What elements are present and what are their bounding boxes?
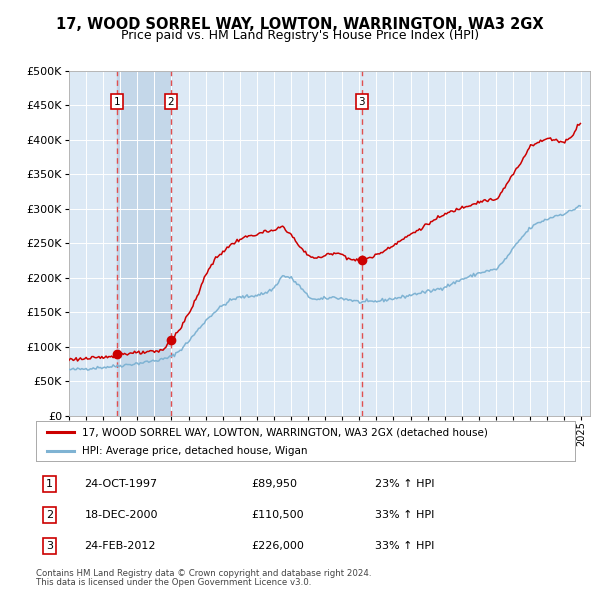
Text: 33% ↑ HPI: 33% ↑ HPI — [376, 510, 435, 520]
Text: 2: 2 — [46, 510, 53, 520]
Text: £110,500: £110,500 — [251, 510, 304, 520]
Text: HPI: Average price, detached house, Wigan: HPI: Average price, detached house, Wiga… — [82, 445, 307, 455]
Text: Contains HM Land Registry data © Crown copyright and database right 2024.: Contains HM Land Registry data © Crown c… — [36, 569, 371, 578]
Text: 23% ↑ HPI: 23% ↑ HPI — [376, 478, 435, 489]
Text: 18-DEC-2000: 18-DEC-2000 — [85, 510, 158, 520]
Text: 33% ↑ HPI: 33% ↑ HPI — [376, 541, 435, 551]
Text: 1: 1 — [113, 97, 120, 107]
Text: 3: 3 — [358, 97, 365, 107]
Text: This data is licensed under the Open Government Licence v3.0.: This data is licensed under the Open Gov… — [36, 578, 311, 587]
Text: £226,000: £226,000 — [251, 541, 304, 551]
Text: 2: 2 — [167, 97, 174, 107]
Text: 1: 1 — [46, 478, 53, 489]
Text: 17, WOOD SORREL WAY, LOWTON, WARRINGTON, WA3 2GX (detached house): 17, WOOD SORREL WAY, LOWTON, WARRINGTON,… — [82, 427, 488, 437]
Text: 3: 3 — [46, 541, 53, 551]
Text: £89,950: £89,950 — [251, 478, 298, 489]
Text: Price paid vs. HM Land Registry's House Price Index (HPI): Price paid vs. HM Land Registry's House … — [121, 29, 479, 42]
Bar — [117, 71, 171, 416]
Text: 24-FEB-2012: 24-FEB-2012 — [85, 541, 156, 551]
Text: 24-OCT-1997: 24-OCT-1997 — [85, 478, 158, 489]
Text: 17, WOOD SORREL WAY, LOWTON, WARRINGTON, WA3 2GX: 17, WOOD SORREL WAY, LOWTON, WARRINGTON,… — [56, 17, 544, 31]
